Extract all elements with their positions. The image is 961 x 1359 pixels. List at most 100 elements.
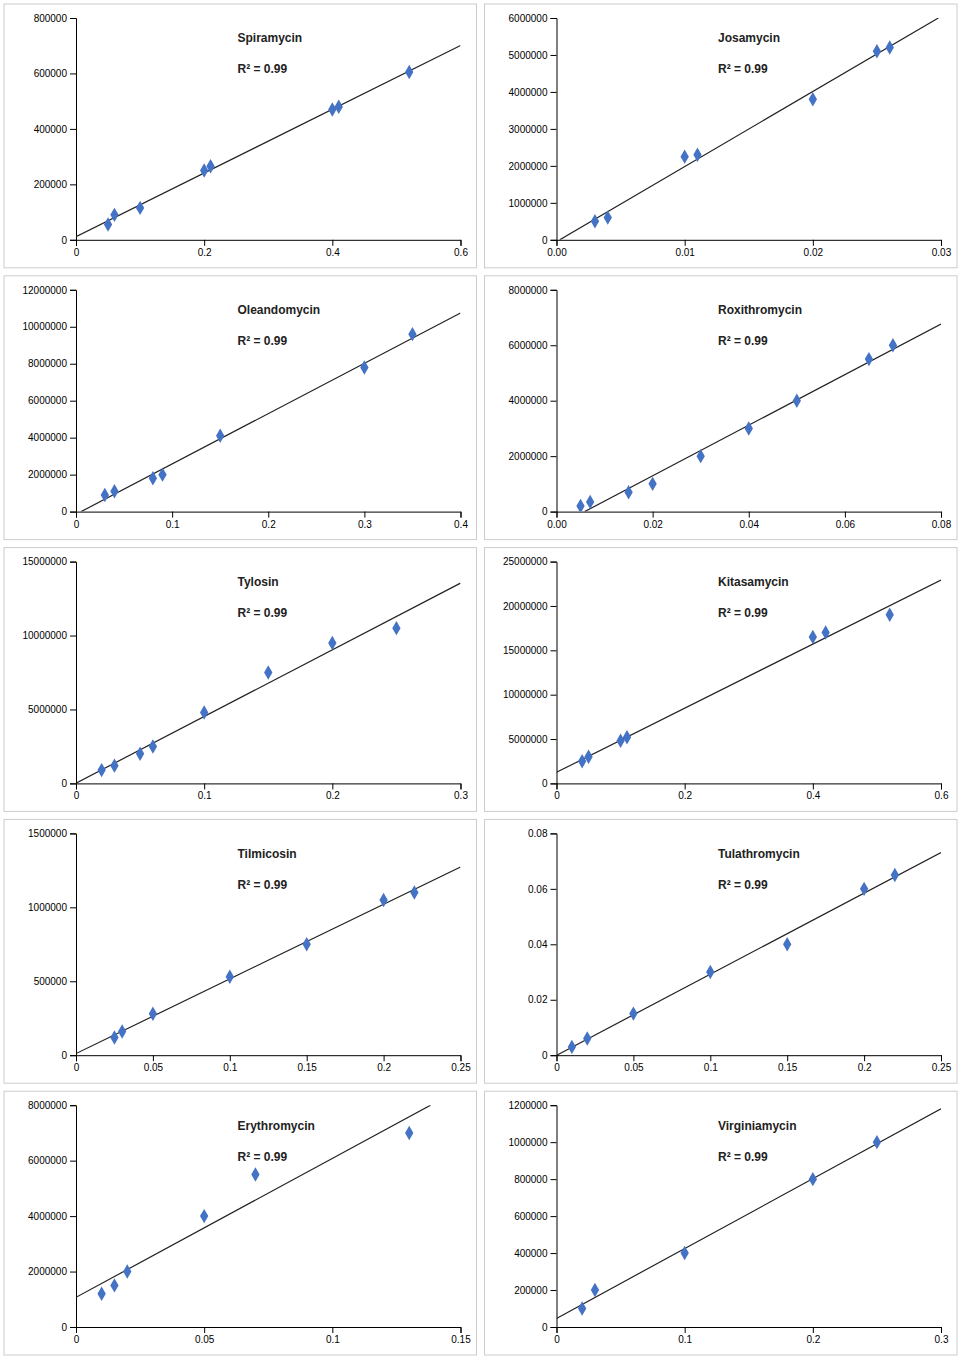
y-axis-tick: 1500000 (28, 828, 76, 839)
y-axis-tick-mark (70, 129, 76, 130)
x-axis-tick: 0.1 (223, 1055, 237, 1073)
x-axis-tick-mark (633, 1055, 634, 1061)
y-axis-tick-mark (551, 1179, 557, 1180)
marks (557, 853, 941, 1056)
y-axis-tick-label: 0 (61, 506, 67, 517)
y-axis-tick-label: 15000000 (503, 645, 548, 656)
annotations: TylosinR² = 0.99 (237, 575, 287, 620)
point (405, 65, 413, 79)
x-axis-tick: 0 (74, 1327, 80, 1345)
annotations: JosamycinR² = 0.99 (718, 31, 780, 76)
annotation: Erythromycin (237, 1119, 314, 1133)
y-axis-tick: 0 (61, 778, 76, 789)
x-axis-tick-label: 0.00 (547, 519, 567, 530)
y-axis-line (70, 1106, 77, 1328)
y-axis-tick-label: 800000 (514, 1174, 548, 1185)
point (865, 352, 873, 366)
x-axis-tick-mark (941, 783, 942, 789)
panel-border (485, 1091, 958, 1355)
y-axis-tick: 200000 (34, 179, 76, 190)
marks (81, 313, 460, 512)
panel: 00.050.10.150.20.2500.020.040.060.08Tula… (485, 819, 958, 1083)
annotation: R² = 0.99 (718, 1150, 768, 1164)
y-axis-tick-label: 0 (542, 778, 548, 789)
x-axis-line (77, 1328, 462, 1334)
panel-border (4, 4, 477, 268)
point (681, 149, 689, 163)
x-axis-tick-label: 0.03 (932, 247, 952, 258)
point (860, 882, 868, 896)
point (568, 1040, 576, 1054)
x-axis-tick-mark (941, 1055, 942, 1061)
annotations: SpiramycinR² = 0.99 (237, 31, 302, 76)
x-axis-tick-mark (461, 1327, 462, 1333)
point (264, 665, 272, 679)
y-axis-tick: 15000000 (23, 556, 77, 567)
y-axis-tick-mark (551, 1142, 557, 1143)
y-axis: 020000040000060000080000010000001200000 (509, 1100, 557, 1333)
y-axis-tick: 0.04 (528, 939, 556, 950)
panel: 00.10.20.30.4020000004000000600000080000… (4, 276, 477, 540)
x-axis: 00.050.10.15 (74, 1327, 471, 1345)
plot-area: 0.000.010.020.03010000002000000300000040… (509, 13, 952, 258)
y-axis-tick: 8000000 (28, 1100, 76, 1111)
y-axis-tick: 200000 (514, 1285, 556, 1296)
point (586, 495, 594, 509)
panel-border (485, 4, 958, 268)
y-axis-tick: 4000000 (28, 432, 76, 443)
x-axis-tick-mark (941, 240, 942, 246)
annotation: R² = 0.99 (718, 878, 768, 892)
annotations: ErythromycinR² = 0.99 (237, 1119, 314, 1164)
point (889, 338, 897, 352)
y-axis-tick-mark (70, 401, 76, 402)
x-axis-tick-mark (813, 1327, 814, 1333)
annotation: Oleandomycin (237, 303, 320, 317)
x-axis-tick-label: 0.01 (675, 247, 695, 258)
y-axis-tick: 12000000 (23, 285, 77, 296)
y-axis: 02000000400000060000008000000 (28, 1100, 76, 1333)
x-axis-tick-label: 0.4 (326, 247, 340, 258)
y-axis-tick-mark (551, 1000, 557, 1001)
x-axis-tick-label: 0.2 (806, 1334, 820, 1345)
x-axis-tick: 0.05 (144, 1055, 164, 1073)
y-axis-tick-mark (551, 650, 557, 651)
y-axis-tick-mark (551, 456, 557, 457)
x-axis-tick: 0.15 (297, 1055, 317, 1073)
y-axis-tick-mark (70, 981, 76, 982)
x-axis-tick: 0 (74, 240, 80, 258)
x-axis-tick-mark (941, 1327, 942, 1333)
point (693, 148, 701, 162)
panel: 0.000.010.020.03010000002000000300000040… (485, 4, 958, 268)
x-axis-tick-label: 0.05 (195, 1334, 215, 1345)
annotations: TulathromycinR² = 0.99 (718, 847, 800, 892)
marks (76, 867, 461, 1054)
y-axis-tick-label: 600000 (514, 1211, 548, 1222)
y-axis-tick-mark (551, 562, 557, 563)
y-axis-tick-mark (70, 18, 76, 19)
y-axis-tick: 0.08 (528, 828, 556, 839)
y-axis: 02000000400000060000008000000 (509, 285, 557, 518)
x-axis: 00.10.20.3 (554, 1327, 949, 1345)
y-axis-tick-mark (551, 166, 557, 167)
x-axis-tick: 0.1 (166, 512, 180, 530)
figure: 00.20.40.60200000400000600000800000Spira… (0, 0, 961, 1359)
x-axis-line (77, 512, 462, 518)
y-axis-tick-label: 500000 (34, 976, 68, 987)
y-axis-tick-label: 5000000 (28, 704, 67, 715)
x-axis-tick-label: 0.1 (166, 519, 180, 530)
y-axis-line (70, 19, 77, 241)
y-axis-tick-label: 200000 (34, 179, 68, 190)
x-axis-tick-label: 0.2 (326, 791, 340, 802)
y-axis-tick-mark (70, 475, 76, 476)
x-axis-tick: 0.2 (198, 240, 212, 258)
point (408, 327, 416, 341)
y-axis-tick-label: 10000000 (23, 321, 68, 332)
y-axis-tick: 600000 (34, 68, 76, 79)
y-axis-tick: 0 (61, 1322, 76, 1333)
marks (76, 1105, 431, 1301)
panel: 0.000.020.040.060.0802000000400000060000… (485, 276, 958, 540)
x-axis-tick-label: 0.1 (198, 791, 212, 802)
plot-area: 00.10.20.3050000001000000015000000Tylosi… (23, 556, 469, 801)
y-axis-line (70, 834, 77, 1056)
panel-border (4, 819, 477, 1083)
